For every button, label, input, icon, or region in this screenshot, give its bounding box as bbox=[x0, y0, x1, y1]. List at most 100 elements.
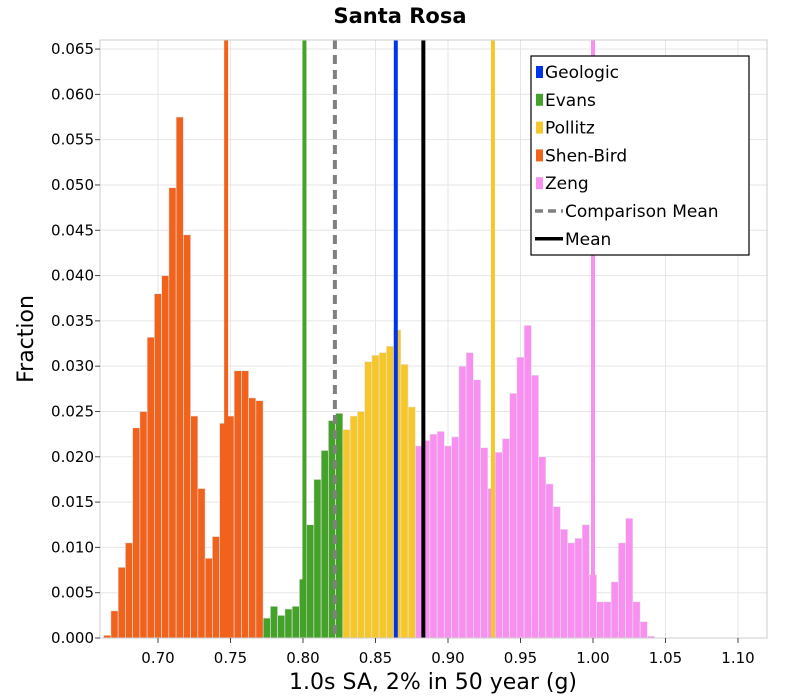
bar-pollitz bbox=[386, 345, 394, 639]
bar-evans bbox=[270, 605, 278, 639]
bar-evans bbox=[277, 615, 286, 639]
bar-zeng bbox=[574, 538, 583, 639]
y-tick-label: 0.060 bbox=[51, 85, 94, 103]
legend-zeng-swatch bbox=[536, 177, 543, 190]
x-tick-label: 0.75 bbox=[214, 649, 247, 667]
bar-shen-bird bbox=[110, 610, 119, 639]
bar-zeng bbox=[552, 506, 561, 639]
bar-shen-bird bbox=[204, 557, 213, 639]
bar-zeng bbox=[516, 356, 525, 639]
y-tick-label: 0.005 bbox=[51, 584, 94, 602]
bar-shen-bird bbox=[255, 400, 264, 639]
legend-mean-label: Mean bbox=[565, 230, 611, 250]
bar-shen-bird bbox=[168, 187, 177, 639]
bar-zeng bbox=[502, 438, 510, 639]
legend: Geologic Evans Pollitz Shen-Bird Zeng Compari… bbox=[530, 55, 750, 256]
bar-pollitz bbox=[349, 415, 358, 639]
bar-shen-bird bbox=[125, 542, 133, 639]
bar-zeng bbox=[509, 393, 518, 639]
bar-evans bbox=[320, 450, 329, 639]
legend-geologic-swatch bbox=[536, 66, 543, 78]
bar-shen-bird bbox=[161, 275, 170, 639]
y-axis-label: Fraction bbox=[14, 295, 39, 383]
bar-zeng bbox=[444, 445, 452, 639]
bar-shen-bird bbox=[212, 536, 220, 639]
bar-shen-bird bbox=[183, 234, 191, 639]
bar-zeng bbox=[465, 352, 474, 639]
bar-shen-bird bbox=[146, 336, 155, 639]
bar-evans bbox=[284, 608, 293, 639]
bar-shen-bird bbox=[241, 370, 249, 639]
x-tick-label: 0.85 bbox=[359, 649, 392, 667]
bar-zeng bbox=[603, 601, 612, 639]
x-tick-label: 1.00 bbox=[576, 649, 609, 667]
legend-shen-bird-swatch bbox=[536, 149, 543, 162]
legend-comparison-mean-label: Comparison Mean bbox=[565, 202, 719, 222]
bar-zeng bbox=[494, 451, 503, 639]
y-tick-label: 0.040 bbox=[51, 267, 94, 285]
legend-shen-bird-label: Shen-Bird bbox=[545, 146, 627, 166]
x-tick-label: 0.95 bbox=[504, 649, 537, 667]
bar-evans bbox=[313, 479, 322, 639]
legend-zeng-label: Zeng bbox=[545, 174, 589, 194]
legend-evans-swatch bbox=[536, 93, 543, 106]
plot-frame bbox=[99, 39, 768, 639]
legend-evans-label: Evans bbox=[545, 91, 596, 111]
bar-zeng bbox=[545, 483, 554, 639]
chart-title: Santa Rosa bbox=[333, 4, 466, 28]
bar-zeng bbox=[531, 374, 539, 639]
bar-zeng bbox=[610, 581, 619, 639]
y-tick-label: 0.000 bbox=[51, 629, 94, 647]
y-tick-label: 0.025 bbox=[51, 402, 94, 420]
bar-shen-bird bbox=[117, 567, 126, 639]
y-tick-label: 0.030 bbox=[51, 357, 94, 375]
legend-pollitz-label: Pollitz bbox=[545, 119, 595, 139]
bar-zeng bbox=[538, 456, 547, 639]
legend-geologic-label: Geologic bbox=[545, 63, 619, 83]
bar-shen-bird bbox=[233, 370, 242, 639]
bar-shen-bird bbox=[175, 116, 184, 639]
bar-pollitz bbox=[400, 364, 409, 639]
bar-pollitz bbox=[378, 352, 387, 639]
y-tick-label: 0.035 bbox=[51, 312, 94, 330]
bar-zeng bbox=[523, 325, 532, 639]
y-tick-label: 0.015 bbox=[51, 493, 94, 511]
y-tick-label: 0.045 bbox=[51, 221, 94, 239]
y-tick-label: 0.055 bbox=[51, 131, 94, 149]
bar-zeng bbox=[625, 518, 634, 639]
bar-evans bbox=[291, 605, 300, 639]
y-axis-ticks: 0.000 0.005 0.010 0.015 0.020 0.025 0.030 0.035… bbox=[51, 40, 100, 647]
bar-zeng bbox=[632, 601, 641, 639]
bar-pollitz bbox=[364, 361, 373, 639]
bar-shen-bird bbox=[248, 397, 257, 639]
bar-zeng bbox=[473, 379, 481, 639]
y-tick-label: 0.065 bbox=[51, 40, 94, 58]
bar-zeng bbox=[596, 601, 605, 639]
bar-zeng bbox=[581, 524, 590, 639]
bar-shen-bird bbox=[154, 293, 162, 639]
bar-zeng bbox=[567, 542, 576, 639]
bar-pollitz bbox=[342, 429, 351, 639]
bar-zeng bbox=[480, 447, 489, 639]
bar-zeng bbox=[458, 365, 467, 639]
x-tick-label: 0.80 bbox=[286, 649, 319, 667]
y-tick-label: 0.010 bbox=[51, 538, 94, 556]
bar-shen-bird bbox=[139, 411, 148, 639]
bar-shen-bird bbox=[132, 427, 141, 639]
x-tick-label: 0.70 bbox=[141, 649, 174, 667]
bar-zeng bbox=[560, 528, 568, 639]
legend-box bbox=[530, 55, 750, 256]
bar-zeng bbox=[436, 431, 445, 639]
x-tick-label: 1.10 bbox=[721, 649, 754, 667]
bar-pollitz bbox=[357, 411, 365, 639]
legend-pollitz-swatch bbox=[536, 121, 543, 134]
x-axis-label: 1.0s SA, 2% in 50 year (g) bbox=[289, 670, 577, 695]
x-axis-ticks: 0.70 0.75 0.80 0.85 0.90 0.95 1.00 1.05 1.10 bbox=[141, 638, 755, 667]
bar-pollitz bbox=[407, 406, 416, 639]
x-tick-label: 1.05 bbox=[649, 649, 682, 667]
bar-zeng bbox=[618, 542, 626, 639]
y-tick-label: 0.050 bbox=[51, 176, 94, 194]
y-tick-label: 0.020 bbox=[51, 448, 94, 466]
bar-zeng bbox=[451, 436, 460, 639]
